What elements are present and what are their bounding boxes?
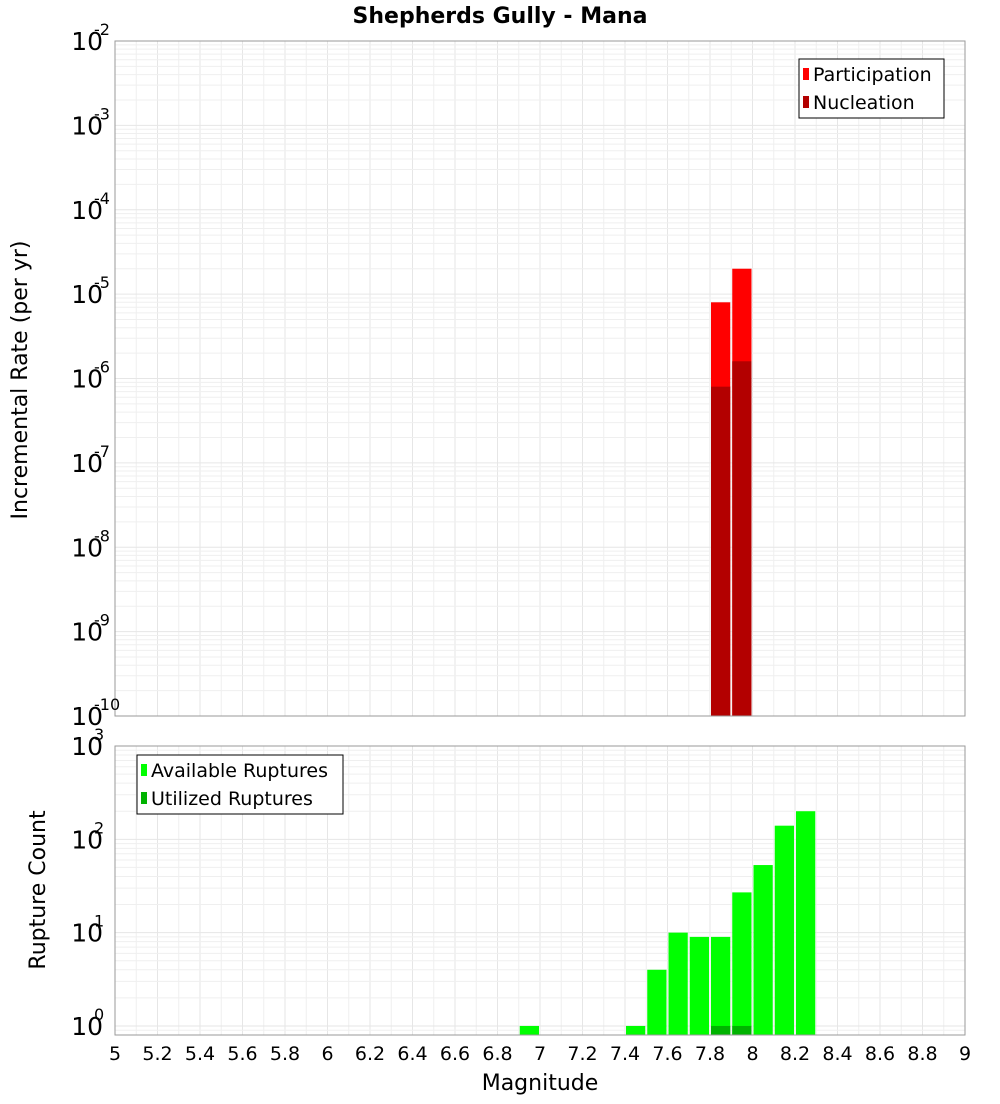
x-tick-label: 8.4: [822, 1043, 852, 1065]
y-tick-exponent: -3: [94, 104, 110, 123]
x-tick-label: 8.2: [780, 1043, 810, 1065]
y-tick-exponent: -6: [94, 358, 110, 377]
bottom-bar-available-ruptures: [774, 825, 794, 1035]
y-tick-label: 10: [71, 919, 103, 948]
top-bar-nucleation: [711, 386, 731, 716]
x-tick-label: 7.4: [610, 1043, 640, 1065]
x-tick-label: 5.6: [227, 1043, 257, 1065]
y-tick-exponent: -7: [94, 442, 110, 461]
bottom-bars: [519, 811, 816, 1035]
x-tick-label: 5: [109, 1043, 121, 1065]
x-tick-label: 7: [534, 1043, 546, 1065]
x-tick-label: 8.6: [865, 1043, 895, 1065]
bottom-bar-available-ruptures: [753, 865, 773, 1035]
bottom-bar-utilized-ruptures: [711, 1025, 731, 1035]
top-y-axis-label: Incremental Rate (per yr): [8, 241, 33, 520]
legend-swatch: [141, 764, 147, 776]
legend-label: Utilized Ruptures: [151, 788, 313, 810]
x-tick-label: 8: [746, 1043, 758, 1065]
x-tick-label: 5.2: [142, 1043, 172, 1065]
x-tick-label: 5.8: [270, 1043, 300, 1065]
x-tick-label: 6.2: [355, 1043, 385, 1065]
y-tick-label: 10: [71, 618, 103, 647]
bottom-bar-available-ruptures: [519, 1025, 539, 1035]
x-tick-label: 7.2: [567, 1043, 597, 1065]
y-tick-label: 10: [71, 27, 103, 56]
legend-label: Available Ruptures: [151, 760, 328, 782]
legend-swatch: [141, 792, 147, 804]
y-tick-exponent: -10: [94, 695, 120, 714]
y-tick-label: 10: [71, 825, 103, 854]
legend-box: [798, 58, 945, 119]
top-gridlines: [114, 40, 966, 717]
bottom-bar-available-ruptures: [647, 969, 667, 1035]
bottom-bar-available-ruptures: [626, 1025, 646, 1035]
y-tick-exponent: 0: [94, 1005, 104, 1024]
x-tick-label: 8.8: [907, 1043, 937, 1065]
bottom-bar-utilized-ruptures: [732, 1025, 752, 1035]
x-tick-label: 9: [959, 1043, 971, 1065]
x-tick-labels: 5 5.2 5.4 5.6 5.8 6 6.2 6.4 6.6 6.8 7 7.2 7.4 7.6 7.8 8…: [109, 1043, 971, 1065]
bottom-bar-available-ruptures: [796, 811, 816, 1035]
x-tick-label: 5.4: [185, 1043, 215, 1065]
y-tick-label: 10: [71, 196, 103, 225]
y-tick-exponent: -4: [94, 189, 110, 208]
bottom-y-axis-label: Rupture Count: [26, 810, 51, 970]
x-tick-label: 6.4: [397, 1043, 427, 1065]
top-plot-frame: [114, 40, 966, 717]
legend-swatch: [803, 96, 809, 108]
x-tick-label: 6.6: [440, 1043, 470, 1065]
bottom-legend: Available Ruptures Utilized Ruptures: [136, 754, 344, 815]
y-tick-label: 10: [71, 111, 103, 140]
bottom-plot-frame: [114, 745, 966, 1036]
x-tick-label: 7.6: [652, 1043, 682, 1065]
x-axis-label: Magnitude: [482, 1071, 599, 1096]
top-bar-nucleation: [732, 361, 752, 716]
y-tick-label: 10: [71, 732, 103, 761]
legend-label: Nucleation: [813, 92, 915, 114]
y-tick-exponent: -9: [94, 611, 110, 630]
y-tick-exponent: -8: [94, 526, 110, 545]
bottom-bar-available-ruptures: [689, 936, 709, 1035]
y-tick-label: 10: [71, 702, 103, 731]
legend-swatch: [803, 68, 809, 80]
y-tick-exponent: 2: [94, 818, 104, 837]
y-tick-exponent: 1: [94, 912, 104, 931]
bottom-bar-available-ruptures: [668, 932, 688, 1035]
y-tick-exponent: -5: [94, 273, 110, 292]
top-bars: [711, 268, 752, 716]
chart-title: Shepherds Gully - Mana: [353, 4, 648, 29]
y-tick-exponent: 3: [94, 725, 104, 744]
y-tick-label: 10: [71, 533, 103, 562]
legend-label: Participation: [813, 64, 932, 86]
top-legend: Participation Nucleation: [798, 58, 945, 119]
x-tick-label: 7.8: [695, 1043, 725, 1065]
y-tick-label: 10: [71, 365, 103, 394]
y-tick-label: 10: [71, 1012, 103, 1041]
y-tick-label: 10: [71, 449, 103, 478]
x-tick-label: 6.8: [482, 1043, 512, 1065]
y-tick-exponent: -2: [94, 20, 110, 39]
bottom-bar-available-ruptures: [711, 936, 731, 1035]
y-tick-label: 10: [71, 280, 103, 309]
legend-box: [136, 754, 344, 815]
bottom-bar-available-ruptures: [732, 892, 752, 1035]
x-tick-label: 6: [321, 1043, 333, 1065]
